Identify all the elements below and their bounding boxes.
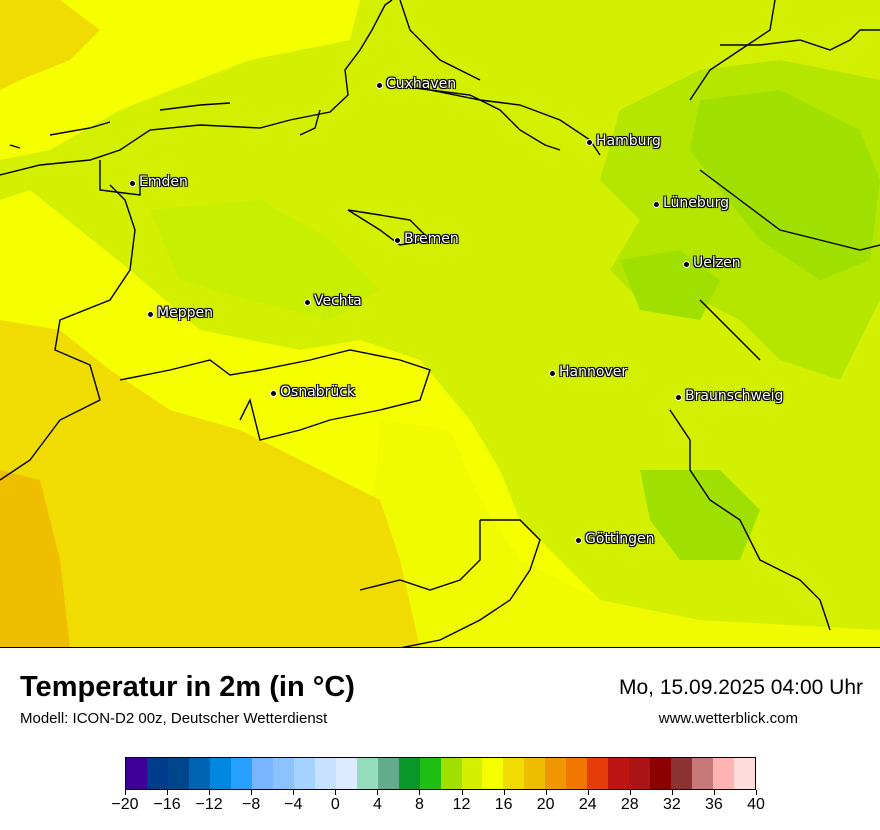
legend-tick <box>167 790 169 795</box>
temperature-map[interactable] <box>0 0 880 648</box>
legend-color-segment <box>230 758 252 789</box>
city-marker <box>129 180 136 187</box>
city-label: Lüneburg <box>663 195 730 211</box>
city-label: Vechta <box>314 293 362 309</box>
legend-tick-label: −20 <box>111 796 139 813</box>
legend-tick-label: 36 <box>705 796 723 813</box>
legend-tick <box>713 790 715 795</box>
legend-tick-label: 8 <box>415 796 424 813</box>
city-marker <box>147 311 154 318</box>
city-label: Emden <box>139 174 188 190</box>
city-marker <box>394 237 401 244</box>
legend-tick <box>125 790 126 795</box>
legend-tick-label: 16 <box>494 796 513 813</box>
legend-color-segment <box>608 758 630 789</box>
legend-color-segment <box>377 758 399 789</box>
city-label: Braunschweig <box>685 388 784 404</box>
legend-color-segment <box>293 758 315 789</box>
legend-tick-label: 20 <box>536 796 555 813</box>
legend-color-segment <box>503 758 525 789</box>
legend-tick <box>377 790 379 795</box>
legend-color-segment <box>587 758 609 789</box>
legend-color-segment <box>356 758 378 789</box>
legend-tick-label: 24 <box>578 796 597 813</box>
city-marker <box>586 139 593 146</box>
city-label: Meppen <box>157 305 213 321</box>
city-marker <box>549 370 556 377</box>
legend-tick <box>251 790 253 795</box>
legend-color-segment <box>314 758 336 789</box>
legend-color-segment <box>209 758 231 789</box>
city-label: Uelzen <box>693 255 741 271</box>
legend-tick-label: 0 <box>330 796 340 813</box>
legend-color-segment <box>671 758 693 789</box>
legend-color-segment <box>126 758 147 789</box>
city-label: Osnabrück <box>280 384 356 400</box>
city-marker <box>270 390 277 397</box>
legend-tick-label: 32 <box>662 796 681 813</box>
legend-color-segment <box>482 758 504 789</box>
city-marker <box>376 82 383 89</box>
city-marker <box>304 299 311 306</box>
city-label: Bremen <box>404 231 459 247</box>
city-label: Hamburg <box>596 133 661 149</box>
city-marker <box>683 261 690 268</box>
legend-tick-label: 40 <box>747 796 765 813</box>
map-title: Temperatur in 2m (in °C) <box>20 671 355 703</box>
map-canvas <box>0 0 880 647</box>
legend-color-segment <box>272 758 294 789</box>
legend-color-segment <box>524 758 546 789</box>
city-label: Göttingen <box>585 531 655 547</box>
city-marker <box>575 537 582 544</box>
legend-color-segment <box>398 758 420 789</box>
legend-color-segment <box>650 758 672 789</box>
legend-color-segment <box>251 758 273 789</box>
city-marker <box>675 394 682 401</box>
forecast-datetime: Mo, 15.09.2025 04:00 Uhr <box>618 676 863 699</box>
legend-tick-label: −16 <box>153 796 181 813</box>
legend-color-segment <box>545 758 567 789</box>
legend-tick-label: 12 <box>452 796 471 813</box>
legend-tick <box>671 790 673 795</box>
legend-color-segment <box>692 758 714 789</box>
legend-tick <box>293 790 295 795</box>
legend-color-segment <box>629 758 651 789</box>
city-marker <box>653 201 660 208</box>
legend-color-segment <box>566 758 588 789</box>
legend-ticks: −20 −16 −12 −8 −4 0 4 8 12 16 20 24 28 32 36 40 <box>0 790 880 830</box>
legend-tick <box>461 790 463 795</box>
legend-color-segment <box>461 758 483 789</box>
legend-color-segment <box>440 758 462 789</box>
legend-tick <box>335 790 337 795</box>
city-label: Hannover <box>559 364 628 380</box>
legend-tick <box>756 790 757 795</box>
website-link[interactable]: www.wetterblick.com <box>658 710 798 727</box>
legend-color-segment <box>146 758 168 789</box>
legend-tick-label: −12 <box>195 796 223 813</box>
legend-tick <box>503 790 505 795</box>
legend-tick-label: 4 <box>372 796 382 813</box>
legend-tick-label: 28 <box>620 796 639 813</box>
legend-color-segment <box>167 758 189 789</box>
model-info: Modell: ICON-D2 00z, Deutscher Wetterdie… <box>20 710 328 727</box>
legend-tick-label: −4 <box>284 796 303 813</box>
legend-color-segment <box>335 758 357 789</box>
legend-tick <box>545 790 547 795</box>
legend-tick <box>419 790 421 795</box>
legend-color-segment <box>713 758 735 789</box>
legend-color-segment <box>419 758 441 789</box>
city-label: Cuxhaven <box>386 76 457 92</box>
color-scale-legend <box>125 757 756 790</box>
legend-tick-label: −8 <box>242 796 261 813</box>
legend-color-segment <box>188 758 210 789</box>
legend-tick <box>629 790 631 795</box>
legend-tick <box>587 790 589 795</box>
legend-color-segment <box>734 758 756 789</box>
legend-tick <box>209 790 211 795</box>
